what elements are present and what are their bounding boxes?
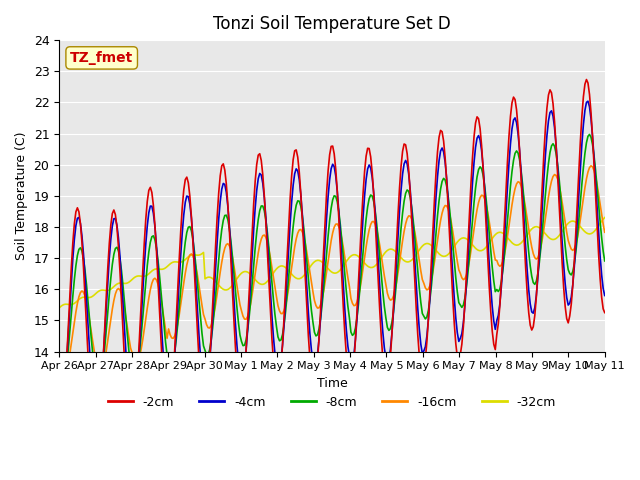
X-axis label: Time: Time <box>317 377 348 390</box>
Legend: -2cm, -4cm, -8cm, -16cm, -32cm: -2cm, -4cm, -8cm, -16cm, -32cm <box>103 391 561 414</box>
Text: TZ_fmet: TZ_fmet <box>70 51 133 65</box>
Title: Tonzi Soil Temperature Set D: Tonzi Soil Temperature Set D <box>213 15 451 33</box>
Y-axis label: Soil Temperature (C): Soil Temperature (C) <box>15 132 28 260</box>
